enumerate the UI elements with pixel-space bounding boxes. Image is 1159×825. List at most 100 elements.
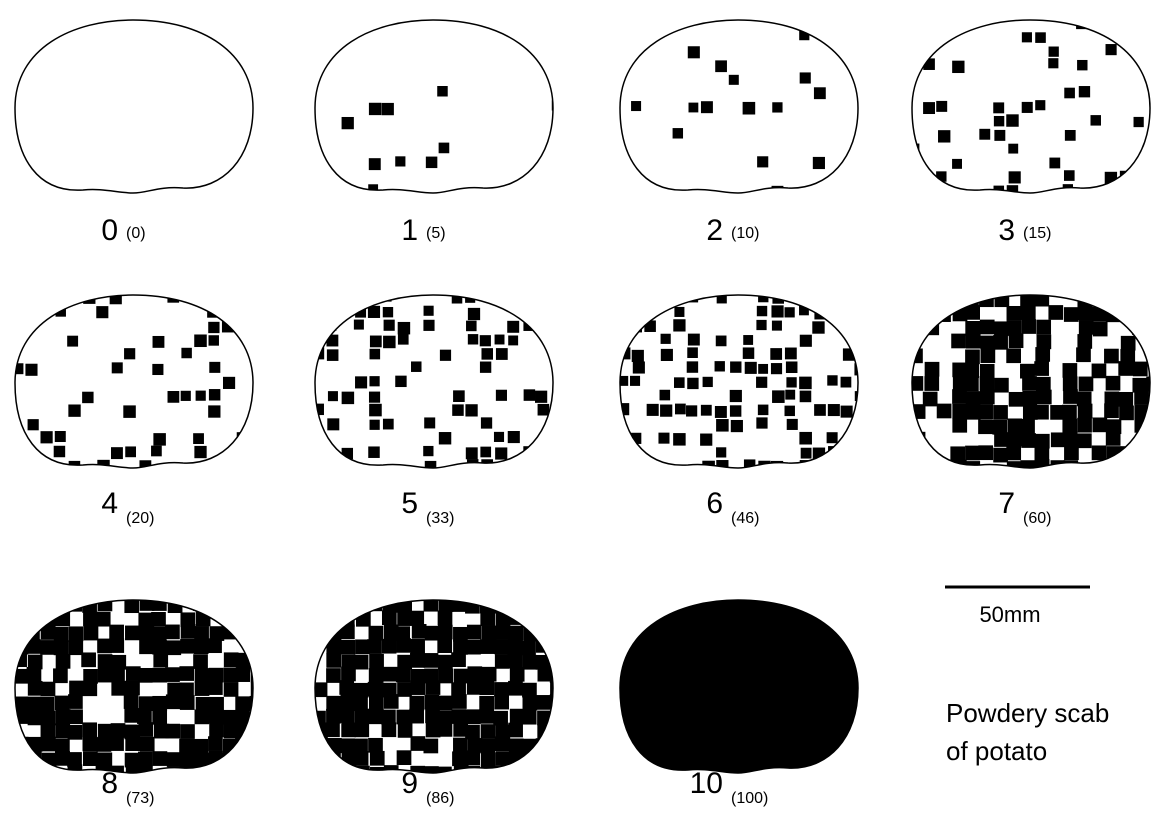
- scab-spot: [509, 779, 524, 794]
- scab-spot: [223, 778, 238, 793]
- scab-spot: [181, 348, 191, 358]
- scab-spot: [209, 723, 224, 738]
- scab-spot: [980, 376, 995, 391]
- scab-spot: [1105, 291, 1120, 306]
- severity-percent: (60): [1023, 510, 1051, 527]
- scab-spot: [966, 391, 981, 406]
- scab-spot: [660, 405, 672, 417]
- scab-spot: [508, 766, 523, 781]
- scab-spot: [661, 334, 671, 344]
- scab-spot: [54, 627, 69, 642]
- scab-spot: [1121, 336, 1136, 351]
- scab-spot: [165, 667, 180, 682]
- scab-spot: [327, 418, 339, 430]
- scab-spot: [396, 710, 411, 725]
- scab-spot: [68, 764, 83, 779]
- scab-spot: [1022, 376, 1037, 391]
- scab-spot: [370, 751, 385, 766]
- tuber-grid: 0(0)1(5)2(10)3(15)4(20)5(33)6(46)7(60)8(…: [11, 17, 1159, 807]
- scab-spot: [644, 320, 656, 332]
- scab-spot: [1092, 364, 1107, 379]
- scab-spot: [208, 292, 218, 302]
- scab-spot: [758, 461, 770, 473]
- scab-spot: [13, 625, 28, 640]
- scab-spot: [355, 709, 370, 724]
- scab-spot: [412, 624, 427, 639]
- scab-spot: [1022, 391, 1037, 406]
- scab-spot: [1079, 86, 1090, 97]
- scab-spot: [326, 639, 341, 654]
- scab-spot: [41, 737, 56, 752]
- scab-spot: [1008, 144, 1018, 154]
- scab-spot: [496, 751, 511, 766]
- scab-spot: [993, 102, 1004, 113]
- scab-spot: [923, 102, 935, 114]
- severity-percent: (86): [426, 790, 454, 807]
- scab-spot: [843, 474, 854, 485]
- scab-spot: [354, 751, 369, 766]
- scab-spot: [1090, 115, 1100, 125]
- scab-spot: [702, 461, 715, 474]
- scab-spot: [109, 736, 124, 751]
- scab-spot: [452, 751, 467, 766]
- scab-spot: [437, 638, 452, 653]
- scab-spot: [55, 738, 70, 753]
- scab-spot: [1077, 60, 1087, 70]
- scab-spot: [1077, 334, 1092, 349]
- scab-spot: [911, 404, 926, 419]
- scab-spot: [26, 597, 41, 612]
- scab-spot: [453, 627, 468, 642]
- scab-spot: [688, 46, 700, 58]
- scab-spot: [138, 668, 153, 683]
- scab-spot: [96, 306, 108, 318]
- severity-score: 6: [706, 487, 723, 520]
- scab-spot: [1132, 320, 1147, 335]
- scab-spot: [965, 305, 980, 320]
- scab-spot: [370, 349, 381, 360]
- scab-spot: [481, 459, 493, 471]
- scab-spot: [508, 723, 523, 738]
- scab-spot: [222, 710, 237, 725]
- scab-spot: [411, 361, 421, 371]
- scab-spot: [522, 710, 537, 725]
- scab-spot: [152, 596, 167, 611]
- scab-spot: [209, 389, 220, 400]
- scab-spot: [660, 390, 671, 401]
- scab-spot: [82, 681, 97, 696]
- scab-spot: [125, 626, 140, 641]
- scab-spot: [922, 33, 932, 43]
- scab-spot: [495, 447, 507, 459]
- scab-spot: [1146, 377, 1159, 392]
- scab-spot: [952, 418, 967, 433]
- scab-spot: [855, 459, 866, 470]
- scab-spot: [524, 389, 536, 401]
- scab-spot: [368, 682, 383, 697]
- scab-spot: [1133, 362, 1148, 377]
- severity-percent: (100): [731, 790, 768, 807]
- scab-spot: [1007, 461, 1022, 476]
- tuber: [908, 17, 1159, 212]
- tuber: [613, 593, 863, 783]
- scab-spot: [341, 694, 356, 709]
- severity-score: 1: [401, 214, 418, 247]
- scab-spot: [922, 307, 937, 322]
- scab-spot: [209, 709, 224, 724]
- scab-spot: [368, 446, 380, 458]
- scab-spot: [437, 86, 447, 96]
- scab-spot: [83, 751, 98, 766]
- scab-spot: [757, 306, 767, 316]
- scab-spot: [438, 625, 453, 640]
- scab-spot: [1035, 100, 1045, 110]
- scab-spot: [369, 668, 384, 683]
- severity-percent: (33): [426, 510, 454, 527]
- scab-spot: [551, 596, 566, 611]
- scab-spot: [700, 434, 712, 446]
- scab-spot: [1077, 433, 1092, 448]
- tuber: [312, 17, 562, 194]
- scab-spot: [26, 697, 41, 712]
- scab-spot: [716, 419, 729, 432]
- scab-spot: [154, 475, 167, 488]
- scab-spot: [994, 321, 1009, 336]
- scab-spot: [1021, 319, 1036, 334]
- scab-spot: [252, 711, 267, 726]
